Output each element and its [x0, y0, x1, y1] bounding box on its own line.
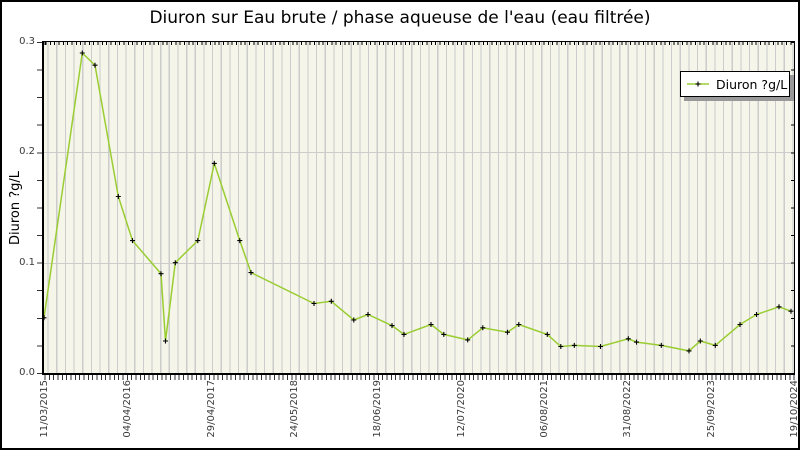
y-tick-label: 0.3	[19, 36, 35, 47]
series-line	[44, 51, 792, 352]
y-axis-ticks	[37, 42, 42, 374]
x-tick-label: 31/08/2022	[622, 380, 634, 438]
y-tick-label: 0.1	[19, 256, 35, 268]
gridline-y-0.1	[44, 262, 794, 264]
y-tick-label: 0.0	[19, 367, 35, 378]
x-tick-label: 18/06/2019	[372, 380, 384, 438]
plot-area	[42, 41, 795, 375]
right-axis-minor-ticks	[791, 42, 794, 373]
legend-series-marker-icon	[687, 81, 709, 87]
x-tick-label: 06/08/2021	[539, 380, 550, 438]
x-tick-label: 11/03/2015	[39, 380, 50, 438]
gridline-y-0.2	[44, 152, 794, 154]
chart-title: Diuron sur Eau brute / phase aqueuse de …	[149, 8, 651, 28]
series-markers	[44, 50, 794, 354]
legend-box: Diuron ?g/L	[680, 71, 790, 97]
x-tick-label: 12/07/2020	[455, 380, 467, 438]
x-tick-label: 19/10/2024	[789, 380, 800, 438]
top-axis-minor-ticks	[44, 42, 794, 45]
series-svg	[44, 50, 794, 354]
x-tick-label: 24/05/2018	[289, 380, 300, 438]
y-tick-label: 0.2	[19, 146, 35, 158]
legend-label: Diuron ?g/L	[716, 76, 788, 92]
x-tick-label: 29/04/2017	[205, 380, 217, 438]
x-axis-ticks	[43, 375, 795, 380]
x-tick-label: 04/04/2016	[122, 380, 134, 438]
y-axis-title: Diuron ?g/L	[8, 170, 23, 246]
x-tick-label: 25/09/2023	[705, 380, 717, 438]
